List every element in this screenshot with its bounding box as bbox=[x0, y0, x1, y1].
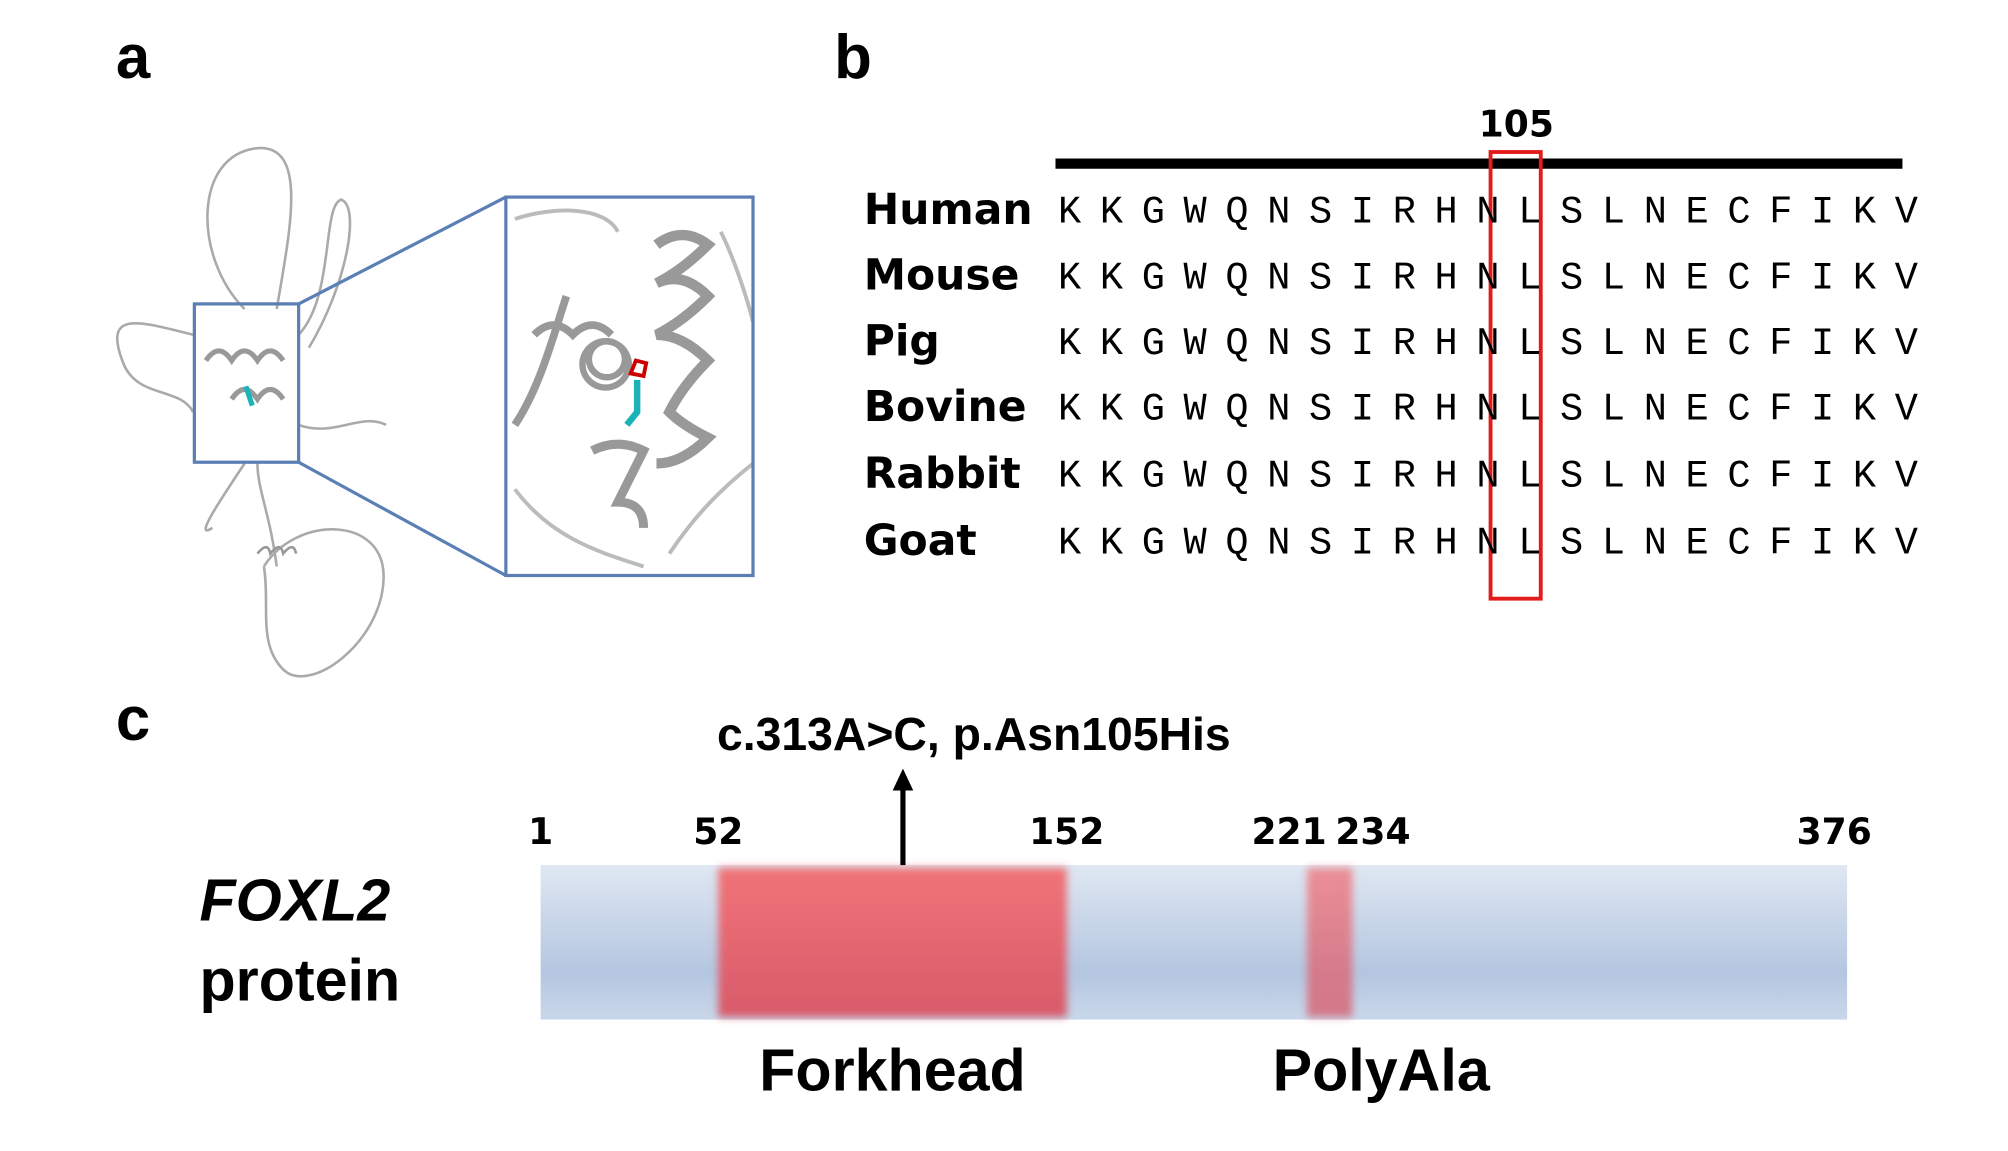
domain-name: Forkhead bbox=[759, 1037, 1025, 1104]
domain bbox=[1307, 867, 1353, 1018]
species-name: Human bbox=[864, 186, 1033, 235]
species-name: Bovine bbox=[864, 383, 1027, 432]
position-tick: 152 bbox=[1029, 812, 1104, 853]
sequence: KKGWQNSIRHNLSLNECFIKV bbox=[1058, 522, 1937, 566]
highlight-box bbox=[1488, 150, 1543, 601]
position-tick: 1 bbox=[528, 812, 553, 853]
position-tick: 234 bbox=[1335, 812, 1410, 853]
alignment-rows: Human KKGWQNSIRHNLSLNECFIKV Mouse KKGWQNSIR… bbox=[864, 186, 1937, 566]
sequence: KKGWQNSIRHNLSLNECFIKV bbox=[1058, 191, 1937, 235]
arrow-head bbox=[892, 768, 914, 791]
panel-label: c bbox=[116, 685, 150, 754]
gene-name: FOXL2 bbox=[200, 867, 391, 934]
sequence: KKGWQNSIRHNLSLNECFIKV bbox=[1058, 455, 1937, 499]
zoom-panel bbox=[504, 195, 755, 578]
position-tick: 221 bbox=[1251, 812, 1326, 853]
protein-features: 1 376 52 152 Forkhead 221 234 PolyAla bbox=[528, 768, 1872, 1104]
sequence: KKGWQNSIRHNLSLNECFIKV bbox=[1058, 322, 1937, 366]
zoom-line bbox=[297, 460, 507, 577]
residue bbox=[624, 379, 641, 427]
domain-name: PolyAla bbox=[1273, 1037, 1491, 1104]
residue bbox=[628, 358, 649, 379]
position-tick: 52 bbox=[693, 812, 743, 853]
residue bbox=[243, 385, 255, 407]
gene-label: protein bbox=[200, 946, 401, 1013]
species-name: Rabbit bbox=[864, 450, 1021, 499]
position-tick: 376 bbox=[1797, 812, 1872, 853]
zoom-line bbox=[297, 195, 507, 306]
structure-overview bbox=[116, 146, 387, 678]
domain bbox=[718, 867, 1067, 1018]
structure-detail bbox=[511, 208, 755, 569]
species-name: Pig bbox=[864, 317, 940, 366]
sequence: KKGWQNSIRHNLSLNECFIKV bbox=[1058, 256, 1937, 300]
species-name: Mouse bbox=[864, 252, 1020, 301]
position-label: 105 bbox=[1479, 104, 1554, 145]
species-name: Goat bbox=[864, 517, 977, 566]
sequence: KKGWQNSIRHNLSLNECFIKV bbox=[1058, 388, 1937, 432]
zoom-box bbox=[192, 302, 301, 464]
mutation-label: c.313A>C, p.Asn105His bbox=[717, 708, 1231, 760]
panel-label: b bbox=[834, 23, 872, 92]
panel-label: a bbox=[116, 23, 151, 92]
